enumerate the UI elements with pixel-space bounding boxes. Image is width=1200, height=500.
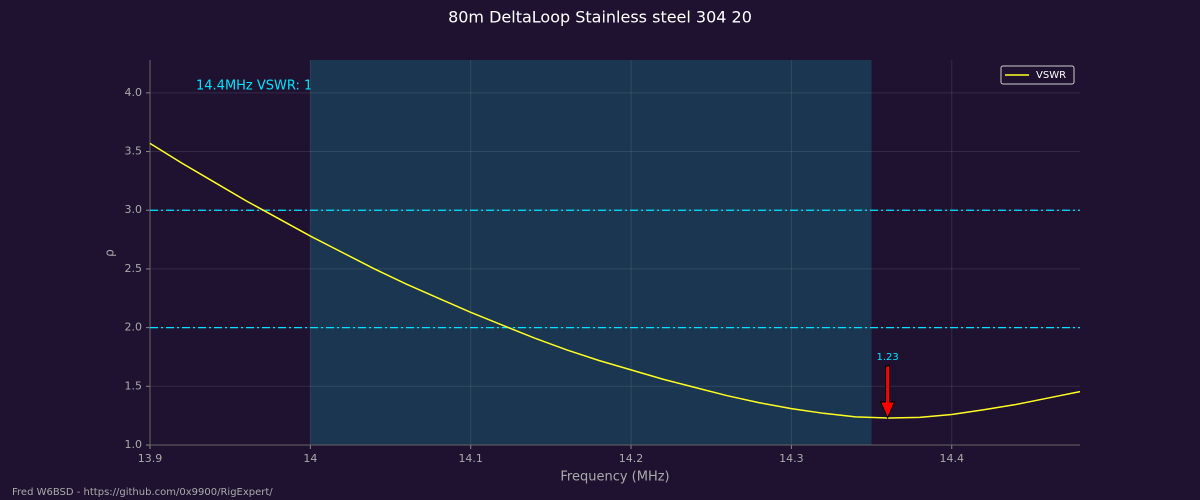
marker-arrow <box>879 365 896 420</box>
x-tick-label: 14.4 <box>939 452 964 465</box>
y-tick-label: 1.5 <box>125 379 143 392</box>
line-series <box>149 142 1081 419</box>
legend: VSWR <box>1000 65 1075 85</box>
x-tick-label: 14.1 <box>458 452 483 465</box>
x-axis-label: Frequency (MHz) <box>560 470 669 485</box>
span <box>310 60 872 445</box>
y-tick-label: 3.5 <box>125 145 143 158</box>
marker-label: 1.23 <box>876 352 898 363</box>
y-tick-label: 2.0 <box>125 321 143 334</box>
y-tick-label: 3.0 <box>125 203 143 216</box>
chart-title: 80m DeltaLoop Stainless steel 304 20 <box>448 8 752 27</box>
x-tick-label: 14.2 <box>619 452 644 465</box>
y-tick-label: 4.0 <box>125 86 143 99</box>
y-tick-label: 1.0 <box>125 438 143 451</box>
arrow <box>879 365 896 420</box>
footer: Fred W6BSD - https://github.com/0x9900/R… <box>12 487 273 498</box>
legend-box <box>1000 65 1075 85</box>
x-tick-label: 13.9 <box>138 452 163 465</box>
annotation: 14.4MHz VSWR: 1.23 <box>196 79 333 94</box>
x-tick-label: 14.3 <box>779 452 804 465</box>
x-tick-label: 14 <box>303 452 317 465</box>
legend-label: VSWR <box>1036 70 1066 81</box>
y-axis-label: ρ <box>103 249 117 257</box>
y-tick-label: 2.5 <box>125 262 143 275</box>
